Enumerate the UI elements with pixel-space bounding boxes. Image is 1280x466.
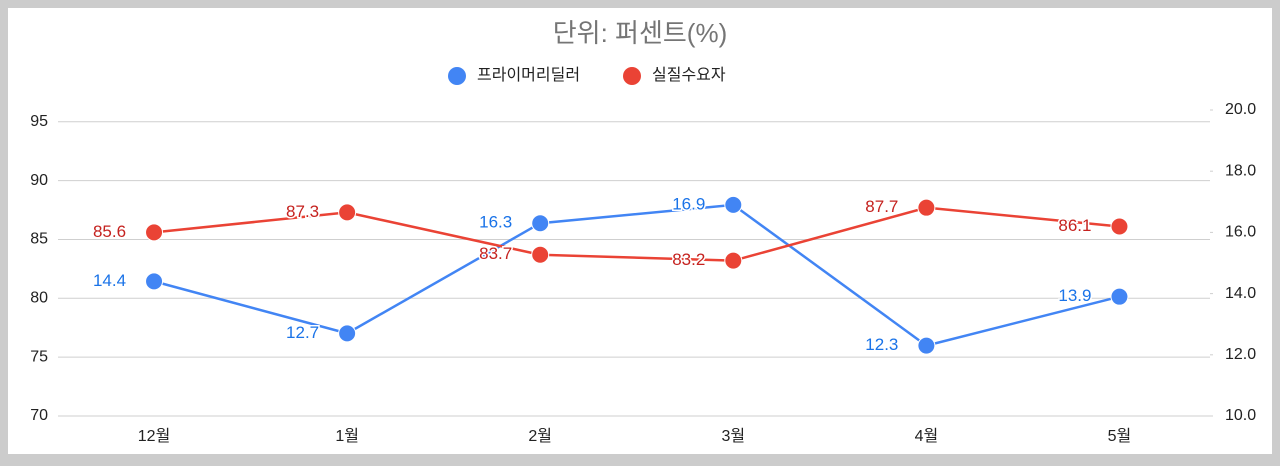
y2-tick-label: 18.0 [1225,162,1256,179]
y2-tick-label: 10.0 [1225,407,1256,424]
y-tick-label: 70 [30,407,48,424]
data-label: 87.3 [286,202,319,221]
data-label: 85.6 [93,222,126,241]
data-point [145,272,164,291]
y2-tick-label: 14.0 [1225,285,1256,302]
series-line [153,206,1120,262]
data-point [1110,287,1129,306]
data-label: 83.2 [672,250,705,269]
y2-tick-label: 20.0 [1225,101,1256,118]
series-line [153,203,1120,347]
data-label: 12.3 [865,335,898,354]
data-label: 16.3 [479,213,512,232]
data-label: 83.7 [479,244,512,263]
data-point [338,324,357,343]
data-point [724,251,743,270]
data-label: 14.4 [93,271,126,290]
chart: 단위: 퍼센트(%) 70 75 80 85 90 95 10.0 12.0 14.0 16.0 1… [8,8,1272,454]
x-tick-label: 4월 [915,427,939,445]
data-point [1110,217,1129,236]
data-label: 87.7 [865,197,898,216]
data-label: 12.7 [286,323,319,342]
x-tick-label: 5월 [1108,427,1132,445]
chart-title: 단위: 퍼센트(%) [553,18,727,48]
x-tick-label: 3월 [721,427,745,445]
y-tick-label: 75 [30,348,48,365]
data-label: 16.9 [672,194,705,213]
data-point [145,223,164,242]
data-point [917,198,936,217]
y-tick-label: 80 [30,290,48,307]
legend-label: 프라이머리딜러 [477,66,580,84]
data-point [531,245,550,264]
data-label: 13.9 [1058,286,1091,305]
y-tick-label: 95 [30,113,48,130]
legend-label: 실질수요자 [652,66,726,84]
y-tick-label: 85 [30,231,48,248]
data-point [338,203,357,222]
data-point [531,214,550,233]
legend-marker [448,67,466,85]
y2-tick-label: 16.0 [1225,224,1256,241]
data-label: 86.1 [1058,216,1091,235]
x-tick-label: 2월 [528,427,552,445]
legend-marker [623,67,641,85]
y-tick-label: 90 [30,172,48,189]
data-point [724,195,743,214]
x-tick-label: 12월 [138,427,171,445]
x-tick-label: 1월 [335,427,359,445]
data-point [917,336,936,355]
y2-tick-label: 12.0 [1225,346,1256,363]
